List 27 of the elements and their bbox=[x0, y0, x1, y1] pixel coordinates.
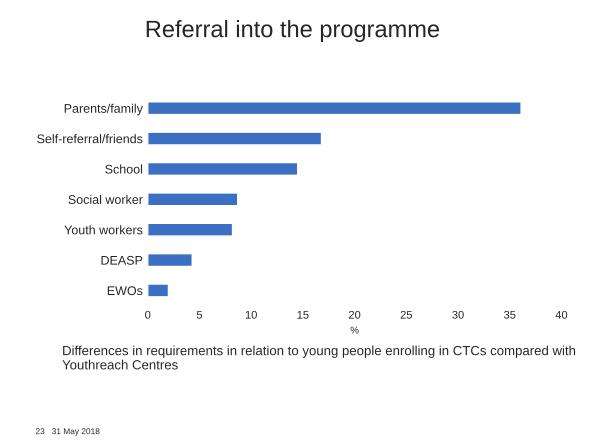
x-tick-label: 30 bbox=[452, 310, 464, 319]
x-tick-label: 35 bbox=[504, 310, 516, 319]
y-tick-label: Parents/family bbox=[64, 104, 143, 116]
x-tick-label: 10 bbox=[246, 310, 257, 319]
x-tick-label: 5 bbox=[196, 310, 202, 319]
y-tick-label: Youth workers bbox=[64, 225, 142, 234]
bar bbox=[148, 283, 170, 298]
bar bbox=[148, 162, 298, 176]
x-tick-label: 40 bbox=[556, 310, 568, 319]
x-tick-label: 15 bbox=[298, 310, 309, 319]
bar bbox=[148, 132, 322, 146]
x-tick-label: 0 bbox=[145, 310, 150, 319]
bar bbox=[148, 192, 238, 206]
y-tick-label: School bbox=[105, 164, 142, 174]
x-tick-label: 20 bbox=[348, 310, 360, 319]
y-tick-label: EWOs bbox=[108, 286, 142, 296]
bar bbox=[148, 253, 193, 268]
y-tick-label: Self-referral/friends bbox=[37, 134, 142, 144]
bar bbox=[148, 101, 522, 116]
x-tick-label: 25 bbox=[400, 310, 412, 319]
text: 23 31 May 2018 bbox=[36, 428, 100, 436]
bar bbox=[148, 222, 234, 237]
x-axis-title: % bbox=[350, 326, 359, 334]
y-tick-label: Social worker bbox=[68, 194, 143, 204]
chart-title: Referral into the programme bbox=[146, 20, 440, 42]
y-tick-label: DEASP bbox=[102, 256, 142, 265]
text: Differences in requirements in relation to young people enrolling in CTCs compared with Youthreach Centres bbox=[62, 346, 576, 370]
